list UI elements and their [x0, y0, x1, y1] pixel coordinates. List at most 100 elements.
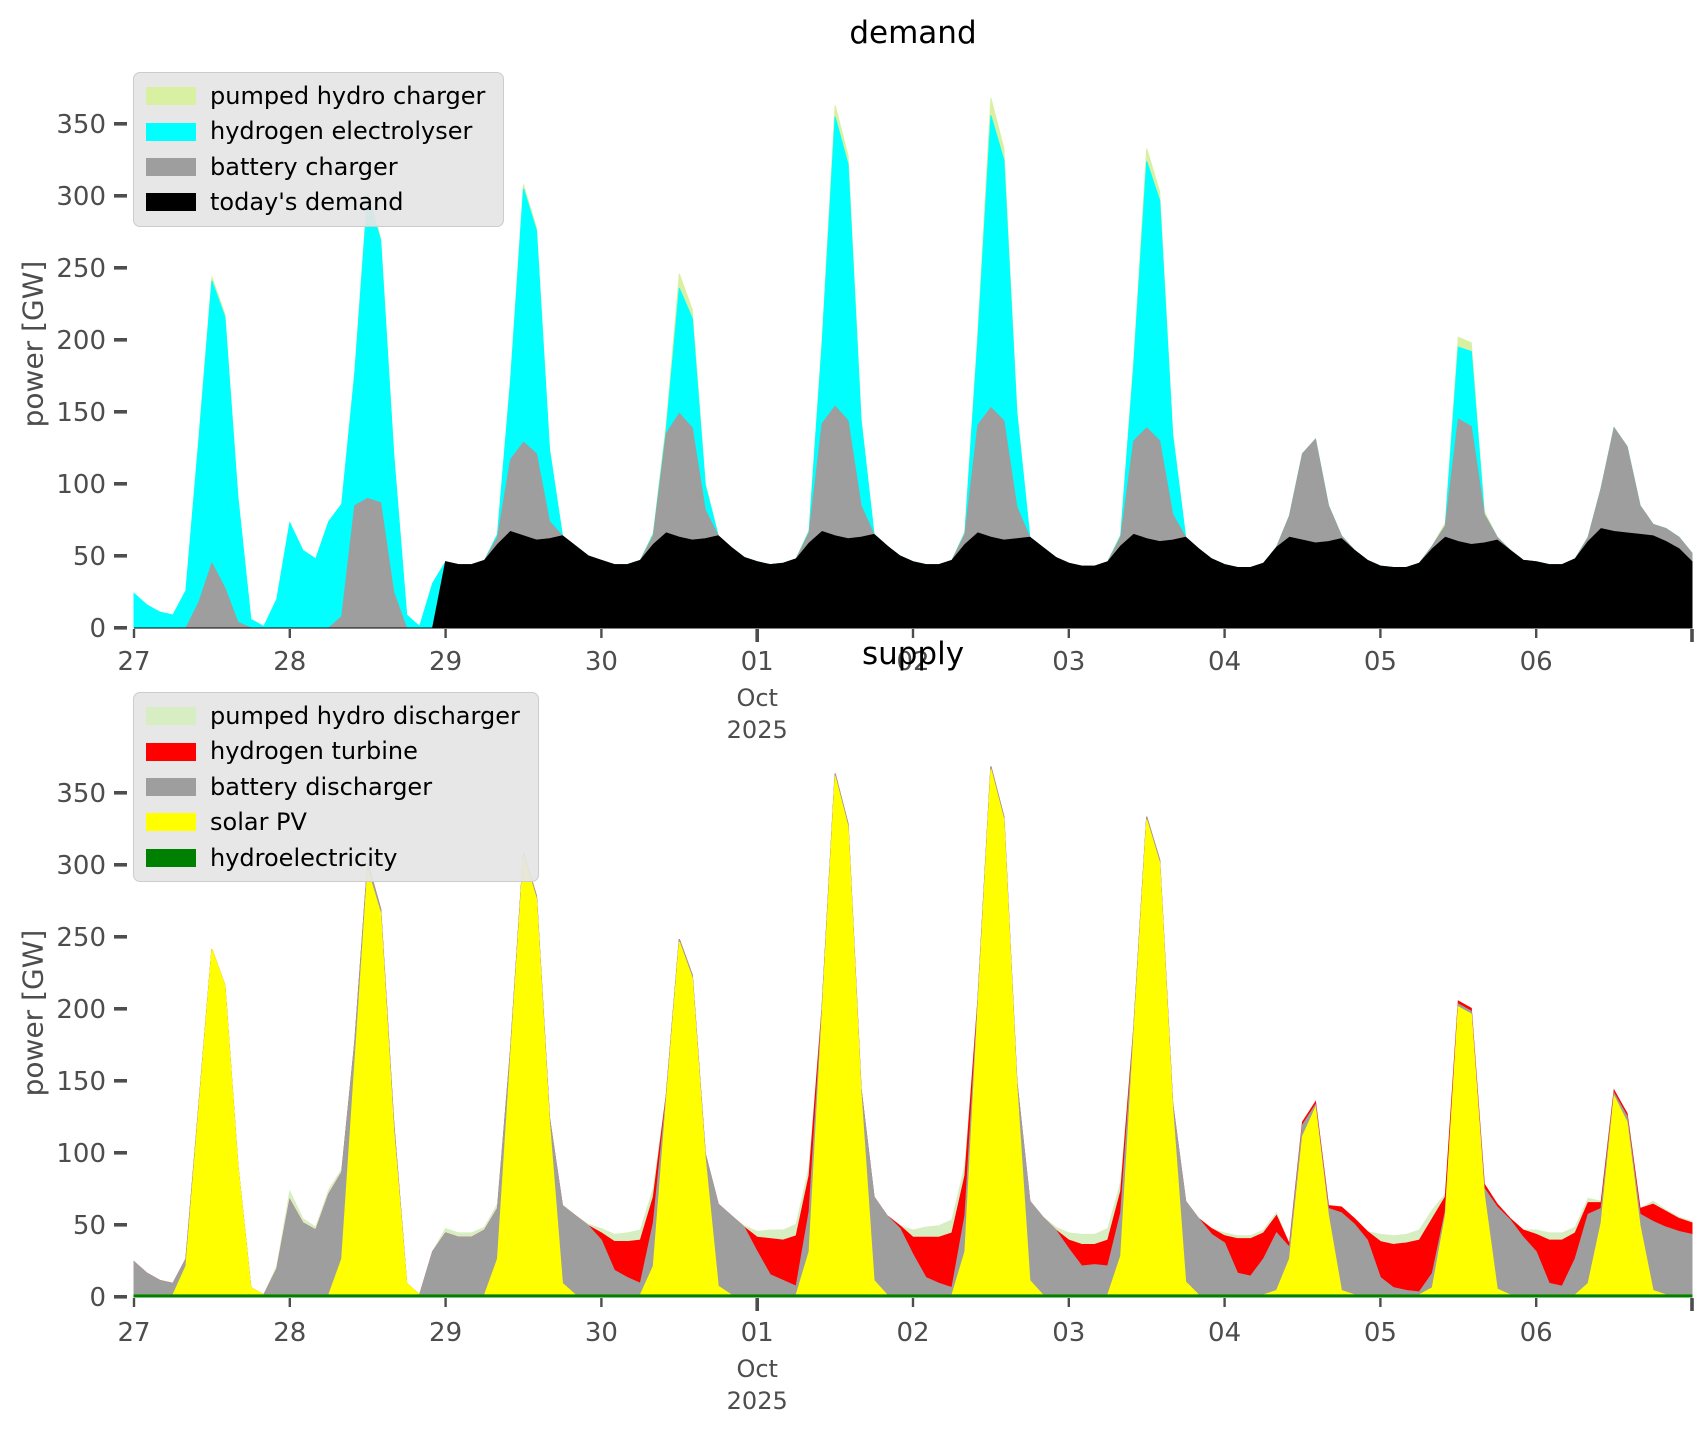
- legend-label: hydrogen turbine: [210, 737, 418, 766]
- x-tick-mark: [1690, 1298, 1694, 1311]
- legend-swatch-hydrogen-electrolyser: [146, 122, 196, 141]
- y-tick-label: 350: [56, 110, 106, 140]
- y-tick-mark: [114, 626, 127, 630]
- y-tick-label: 200: [56, 995, 106, 1025]
- x-tick-label: 01: [741, 1318, 774, 1348]
- x-tick-label: 29: [429, 1318, 462, 1348]
- supply-legend: pumped hydro discharger hydrogen turbine b…: [133, 692, 539, 882]
- y-tick-label: 0: [89, 1283, 106, 1313]
- y-tick-mark: [114, 554, 127, 558]
- demand-title: demand: [849, 15, 977, 51]
- x-axis-year-label: 2025: [727, 1387, 788, 1415]
- x-axis-year-label: 2025: [727, 716, 788, 744]
- x-tick-mark: [755, 629, 759, 642]
- y-tick-label: 0: [89, 614, 106, 644]
- legend-swatch-pumped-hydro-discharger: [146, 707, 196, 726]
- legend-swatch-today-s-demand: [146, 193, 196, 212]
- x-tick-mark: [288, 1298, 291, 1307]
- x-tick-label: 03: [1052, 1318, 1085, 1348]
- x-tick-mark: [1690, 629, 1694, 642]
- legend-swatch-solar-pv: [146, 813, 196, 832]
- legend-item: hydrogen electrolyser: [146, 118, 485, 145]
- legend-item: hydrogen turbine: [146, 737, 520, 766]
- x-tick-mark: [1067, 629, 1070, 638]
- x-axis-month-label: Oct: [736, 684, 778, 712]
- x-tick-mark: [600, 629, 603, 638]
- legend-swatch-pumped-hydro-charger: [146, 87, 196, 106]
- x-tick-label: 06: [1520, 647, 1553, 677]
- x-tick-mark: [444, 1298, 447, 1307]
- y-tick-label: 300: [56, 182, 106, 212]
- y-tick-mark: [114, 1295, 127, 1299]
- x-tick-mark: [600, 1298, 603, 1307]
- x-tick-label: 28: [273, 1318, 306, 1348]
- demand-chart-area: [133, 97, 1693, 629]
- x-tick-label: 04: [1208, 647, 1241, 677]
- x-tick-label: 06: [1520, 1318, 1553, 1348]
- legend-swatch-hydroelectricity: [146, 848, 196, 867]
- y-tick-mark: [114, 338, 127, 342]
- legend-label: battery discharger: [210, 772, 433, 801]
- legend-swatch-battery-discharger: [146, 777, 196, 796]
- y-tick-mark: [114, 1151, 127, 1155]
- legend-label: today's demand: [210, 188, 404, 217]
- y-tick-label: 100: [56, 1139, 106, 1169]
- x-tick-label: 05: [1364, 1318, 1397, 1348]
- supply-axes: 0 50 100 150 200 250 300 350 27 28 29 30 01 02 03 04 05 0…: [56, 779, 1694, 1415]
- x-tick-mark: [911, 1298, 915, 1307]
- supply-chart-area: [133, 766, 1693, 1298]
- legend-item: solar PV: [146, 808, 520, 837]
- x-tick-label: 01: [741, 647, 774, 677]
- x-tick-mark: [1379, 629, 1382, 638]
- x-tick-mark: [1067, 1298, 1070, 1307]
- x-tick-mark: [132, 1298, 136, 1307]
- x-tick-label: 02: [896, 1318, 929, 1348]
- legend-label: battery charger: [210, 152, 398, 181]
- x-tick-label: 30: [585, 1318, 618, 1348]
- legend-item: today's demand: [146, 188, 485, 217]
- x-tick-mark: [288, 629, 291, 638]
- legend-label: solar PV: [210, 808, 307, 837]
- legend-item: pumped hydro discharger: [146, 703, 520, 729]
- area-today-s-demand: [134, 528, 1693, 629]
- y-tick-mark: [114, 410, 127, 414]
- x-tick-mark: [444, 629, 447, 638]
- legend-swatch-battery-charger: [146, 157, 196, 176]
- supply-title: supply: [861, 636, 965, 672]
- area-hydroelectricity: [133, 1294, 1693, 1298]
- legend-label: pumped hydro discharger: [210, 702, 520, 730]
- y-tick-label: 200: [56, 326, 106, 356]
- y-tick-label: 150: [56, 398, 106, 428]
- x-axis-month-label: Oct: [736, 1355, 778, 1383]
- y-tick-mark: [114, 122, 127, 126]
- legend-label: pumped hydro charger: [210, 82, 486, 110]
- y-tick-label: 250: [56, 923, 106, 953]
- x-tick-mark: [132, 629, 136, 638]
- x-tick-mark: [911, 629, 915, 638]
- x-tick-label: 27: [117, 647, 150, 677]
- legend-label: hydroelectricity: [210, 843, 398, 872]
- x-tick-mark: [1223, 629, 1226, 638]
- y-tick-mark: [114, 482, 127, 486]
- x-tick-mark: [1379, 1298, 1382, 1307]
- y-tick-label: 100: [56, 470, 106, 500]
- x-tick-label: 02: [896, 647, 929, 677]
- legend-item: battery charger: [146, 152, 485, 181]
- x-tick-label: 03: [1052, 647, 1085, 677]
- x-tick-label: 28: [273, 647, 306, 677]
- y-tick-mark: [114, 266, 127, 270]
- y-tick-mark: [114, 1079, 127, 1083]
- x-tick-label: 05: [1364, 647, 1397, 677]
- y-tick-mark: [114, 863, 127, 867]
- demand-axes: 0 50 100 150 200 250 300 350 27 28 29 30 01 02 03 04 05 0…: [56, 110, 1694, 744]
- x-tick-label: 04: [1208, 1318, 1241, 1348]
- x-tick-mark: [755, 1298, 759, 1311]
- y-tick-mark: [114, 1223, 127, 1227]
- x-tick-label: 27: [117, 1318, 150, 1348]
- legend-item: pumped hydro charger: [146, 83, 485, 109]
- x-tick-label: 30: [585, 647, 618, 677]
- legend-item: battery discharger: [146, 772, 520, 801]
- x-tick-mark: [1223, 1298, 1226, 1307]
